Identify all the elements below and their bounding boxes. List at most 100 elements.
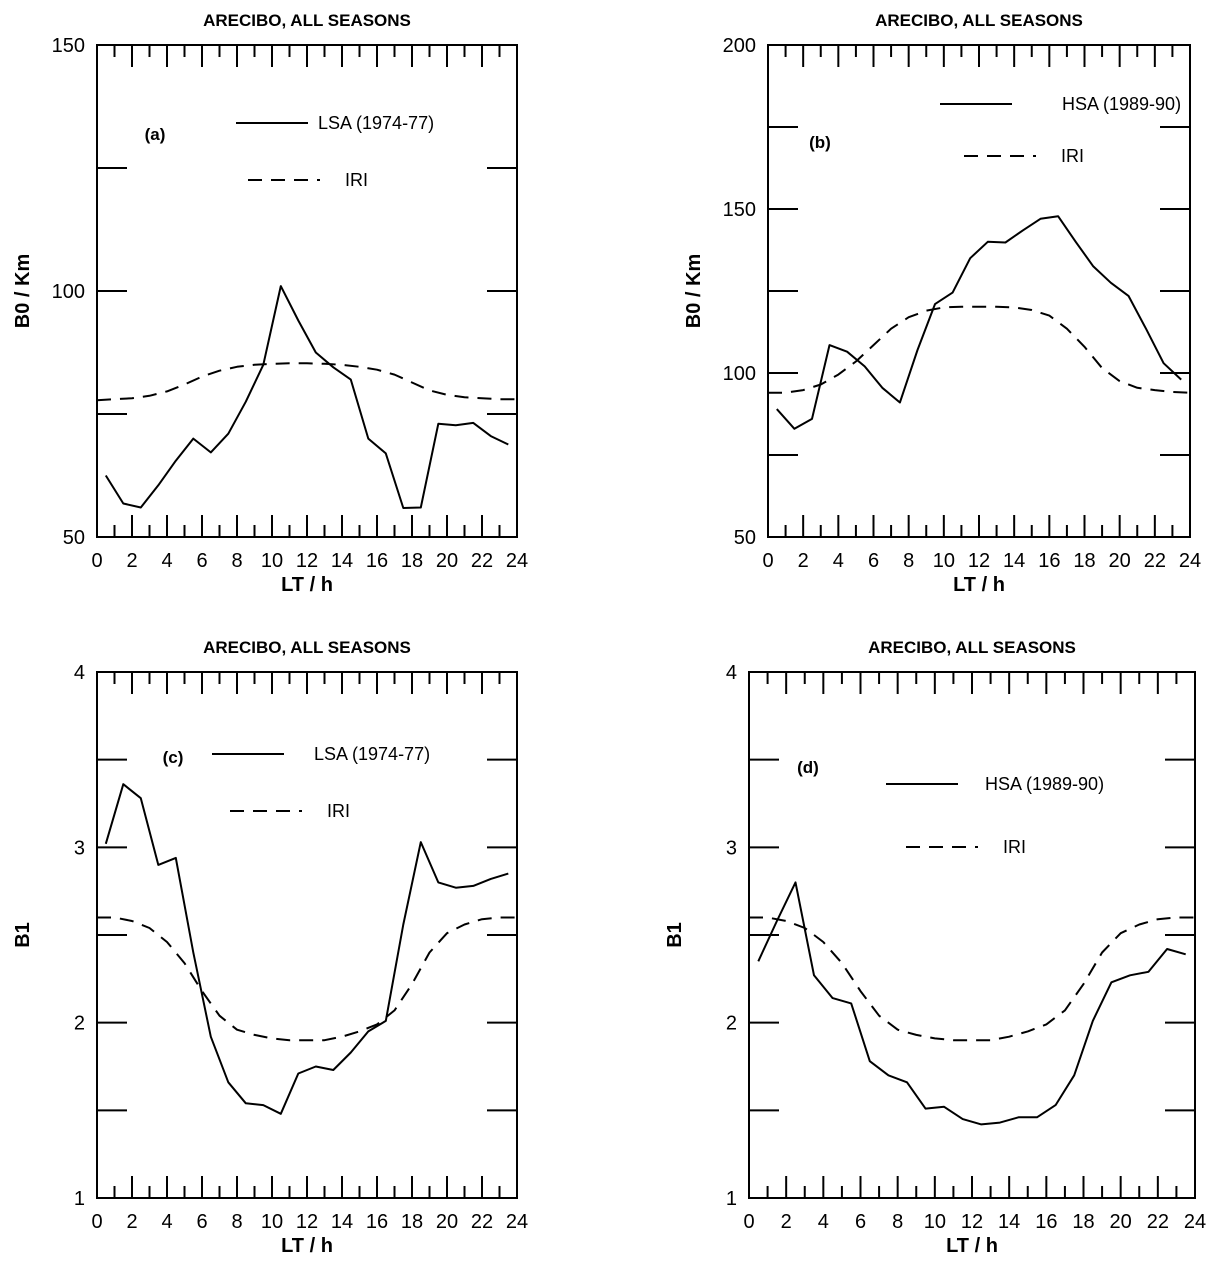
x-tick-label: 4 — [833, 550, 844, 572]
x-tick-label: 20 — [1109, 550, 1131, 572]
series-line-observed — [757, 881, 1186, 1126]
plot-frame — [767, 44, 1191, 538]
legend-label: IRI — [345, 170, 368, 190]
x-tick-label: 16 — [1038, 550, 1060, 572]
x-tick-label: 24 — [506, 550, 528, 572]
x-tick-label: 4 — [161, 1211, 172, 1233]
x-tick-label: 20 — [1110, 1211, 1132, 1233]
series-line-iri — [768, 305, 1191, 394]
x-tick-label: 6 — [855, 1211, 866, 1233]
y-tick-label: 200 — [723, 35, 756, 57]
y-tick-label: 100 — [723, 363, 756, 385]
x-tick-label: 18 — [401, 1211, 423, 1233]
x-tick-label: 14 — [331, 550, 353, 572]
x-tick-label: 14 — [998, 1211, 1020, 1233]
plot-frame — [96, 44, 518, 538]
x-tick-label: 22 — [1144, 550, 1166, 572]
x-tick-label: 8 — [892, 1211, 903, 1233]
y-axis-label: B0 / Km — [12, 254, 34, 328]
x-tick-label: 10 — [924, 1211, 946, 1233]
x-tick-label: 2 — [126, 550, 137, 572]
chart-title: ARECIBO, ALL SEASONS — [868, 638, 1076, 657]
y-tick-label: 1 — [74, 1188, 85, 1210]
panel-label: (c) — [163, 748, 184, 767]
legend-label: HSA (1989-90) — [985, 774, 1104, 794]
x-tick-label: 12 — [296, 1211, 318, 1233]
y-axis-label: B1 — [12, 922, 34, 948]
legend-label: HSA (1989-90) — [1062, 94, 1181, 114]
x-tick-label: 10 — [261, 1211, 283, 1233]
x-tick-label: 0 — [91, 1211, 102, 1233]
series-line-observed — [104, 285, 509, 509]
x-tick-label: 14 — [1003, 550, 1025, 572]
x-tick-label: 6 — [196, 1211, 207, 1233]
x-tick-label: 20 — [436, 1211, 458, 1233]
x-tick-label: 8 — [231, 550, 242, 572]
y-tick-label: 150 — [52, 35, 85, 57]
x-tick-label: 8 — [231, 1211, 242, 1233]
chart-title: ARECIBO, ALL SEASONS — [203, 638, 411, 657]
x-tick-label: 10 — [261, 550, 283, 572]
chart-title: ARECIBO, ALL SEASONS — [875, 11, 1083, 30]
panel-label: (a) — [145, 125, 166, 144]
x-tick-label: 14 — [331, 1211, 353, 1233]
series-line-observed — [776, 215, 1182, 430]
x-tick-label: 4 — [818, 1211, 829, 1233]
chart-panel-2: 0 2 4 6 8 10 12 14 16 18 20 22 2450100150200ARECIBO,… — [683, 11, 1201, 596]
x-tick-label: 16 — [366, 550, 388, 572]
x-tick-label: 18 — [1072, 1211, 1094, 1233]
x-tick-label: 16 — [1035, 1211, 1057, 1233]
x-tick-label: 12 — [961, 1211, 983, 1233]
x-tick-label: 6 — [868, 550, 879, 572]
legend-label: LSA (1974-77) — [314, 744, 430, 764]
x-tick-label: 20 — [436, 550, 458, 572]
x-tick-label: 0 — [762, 550, 773, 572]
series-line-observed — [104, 783, 509, 1115]
y-tick-label: 150 — [723, 199, 756, 221]
legend-label: IRI — [1061, 146, 1084, 166]
x-tick-label: 22 — [471, 1211, 493, 1233]
x-tick-label: 24 — [1179, 550, 1201, 572]
panel-label: (d) — [797, 758, 819, 777]
legend-label: LSA (1974-77) — [318, 113, 434, 133]
x-tick-label: 12 — [296, 550, 318, 572]
plot-frame — [748, 671, 1196, 1199]
x-tick-label: 8 — [903, 550, 914, 572]
x-tick-label: 18 — [401, 550, 423, 572]
x-tick-label: 12 — [968, 550, 990, 572]
x-tick-label: 18 — [1073, 550, 1095, 572]
x-axis-label: LT / h — [953, 574, 1005, 596]
y-tick-label: 1 — [726, 1188, 737, 1210]
x-tick-label: 24 — [1184, 1211, 1206, 1233]
y-tick-label: 2 — [726, 1013, 737, 1035]
x-tick-label: 4 — [161, 550, 172, 572]
series-line-iri — [97, 916, 517, 1042]
y-tick-label: 2 — [74, 1013, 85, 1035]
y-tick-label: 3 — [726, 837, 737, 859]
x-tick-label: 2 — [781, 1211, 792, 1233]
plot-frame — [96, 671, 518, 1199]
x-tick-label: 16 — [366, 1211, 388, 1233]
legend-label: IRI — [327, 801, 350, 821]
series-line-iri — [749, 916, 1195, 1042]
x-tick-label: 22 — [1147, 1211, 1169, 1233]
x-tick-label: 24 — [506, 1211, 528, 1233]
y-tick-label: 3 — [74, 837, 85, 859]
x-axis-label: LT / h — [281, 1235, 333, 1257]
panel-label: (b) — [809, 133, 831, 152]
x-tick-label: 22 — [471, 550, 493, 572]
x-tick-label: 2 — [798, 550, 809, 572]
y-axis-label: B0 / Km — [683, 254, 705, 328]
series-line-iri — [96, 362, 517, 402]
x-tick-label: 6 — [196, 550, 207, 572]
y-tick-label: 50 — [734, 527, 756, 549]
y-tick-label: 50 — [63, 527, 85, 549]
x-tick-label: 2 — [126, 1211, 137, 1233]
chart-title: ARECIBO, ALL SEASONS — [203, 11, 411, 30]
x-tick-label: 0 — [743, 1211, 754, 1233]
x-axis-label: LT / h — [281, 574, 333, 596]
y-tick-label: 4 — [726, 662, 737, 684]
